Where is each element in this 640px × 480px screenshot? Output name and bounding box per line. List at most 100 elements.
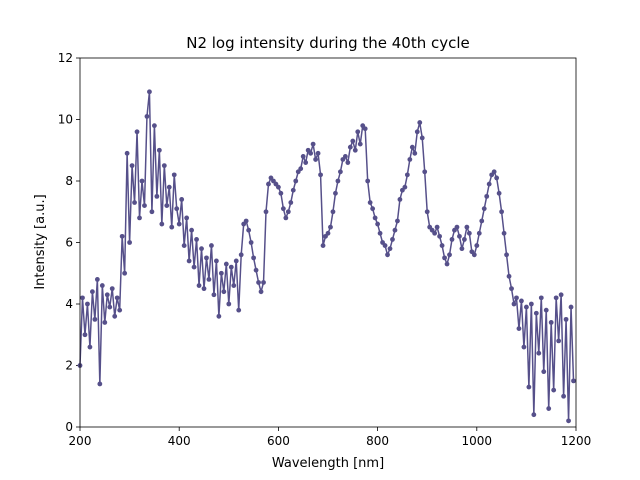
data-point	[325, 230, 331, 236]
data-point	[536, 350, 542, 356]
data-point	[156, 147, 162, 153]
data-point	[466, 230, 472, 236]
y-tick-label: 4	[65, 297, 73, 311]
data-point	[484, 193, 490, 199]
data-point	[561, 393, 566, 399]
data-point	[144, 114, 150, 119]
plot-frame	[79, 57, 577, 428]
data-point	[243, 218, 249, 224]
data-point	[471, 252, 477, 258]
data-point	[422, 169, 428, 175]
data-point	[313, 157, 318, 162]
data-point	[80, 295, 85, 301]
data-point	[432, 230, 438, 236]
data-point	[328, 224, 333, 230]
data-point	[102, 320, 108, 325]
data-point	[372, 215, 378, 221]
data-point	[553, 295, 559, 301]
data-point	[511, 301, 517, 307]
data-point	[447, 252, 452, 258]
data-point	[285, 209, 291, 215]
data-point	[345, 160, 351, 165]
data-point	[122, 270, 128, 276]
x-tick-label: 200	[69, 434, 92, 448]
data-point	[514, 295, 519, 301]
data-point	[214, 258, 219, 264]
data-point	[218, 270, 224, 276]
data-point	[362, 126, 368, 132]
data-point	[206, 277, 212, 282]
data-point	[387, 246, 393, 252]
data-point	[365, 178, 371, 184]
data-point	[164, 203, 170, 209]
data-point	[184, 215, 190, 221]
y-tick-label: 0	[65, 420, 73, 434]
data-point	[90, 289, 95, 295]
data-point	[231, 283, 237, 288]
y-axis-label: Intensity [a.u.]	[33, 194, 48, 289]
data-point	[543, 307, 549, 313]
data-point	[248, 240, 254, 245]
data-point	[392, 227, 398, 233]
data-point	[506, 273, 512, 279]
data-point	[300, 154, 306, 159]
data-point	[119, 233, 125, 239]
data-point	[99, 283, 105, 288]
y-tick-label: 6	[65, 236, 73, 250]
data-point	[320, 243, 326, 248]
data-point	[496, 190, 502, 196]
data-point	[278, 190, 284, 196]
x-tick-label: 1000	[462, 434, 493, 448]
data-point	[390, 237, 395, 242]
data-point	[546, 406, 552, 411]
data-point	[137, 215, 142, 221]
data-point	[189, 227, 195, 233]
data-point	[261, 280, 266, 285]
data-point	[280, 206, 286, 212]
data-point	[521, 344, 527, 350]
y-tick-label: 12	[58, 51, 73, 65]
data-point	[310, 141, 316, 147]
data-point	[437, 233, 442, 239]
data-point	[402, 184, 408, 190]
data-point	[263, 209, 269, 215]
x-tick-label: 600	[267, 434, 290, 448]
data-point	[211, 292, 217, 298]
data-point	[531, 412, 537, 418]
data-point	[147, 89, 152, 95]
data-point	[149, 209, 155, 215]
data-point	[201, 286, 207, 292]
data-point	[395, 218, 400, 224]
data-point	[256, 280, 261, 285]
data-point	[303, 160, 309, 165]
data-point	[541, 369, 547, 375]
data-point	[283, 215, 289, 221]
data-point	[169, 224, 175, 230]
data-point	[462, 237, 467, 242]
data-point	[94, 277, 100, 282]
data-point	[516, 326, 522, 331]
data-point	[481, 206, 487, 212]
data-point	[251, 255, 256, 261]
data-point	[457, 233, 462, 239]
data-point	[104, 292, 110, 298]
data-point	[571, 378, 576, 384]
data-point	[486, 181, 492, 187]
data-point	[152, 123, 157, 129]
data-point	[216, 313, 222, 319]
data-point	[238, 252, 244, 258]
data-point	[114, 295, 120, 301]
data-point	[533, 310, 539, 316]
data-point	[132, 200, 137, 205]
data-point	[308, 150, 314, 156]
data-point	[491, 169, 497, 175]
data-point	[199, 246, 204, 252]
data-point	[385, 252, 390, 258]
data-point	[556, 338, 562, 344]
data-point	[129, 163, 135, 169]
data-point	[127, 240, 132, 245]
chart-title: N2 log intensity during the 40th cycle	[186, 34, 470, 52]
data-point	[412, 150, 418, 156]
data-point	[107, 304, 113, 310]
data-point	[288, 200, 294, 205]
